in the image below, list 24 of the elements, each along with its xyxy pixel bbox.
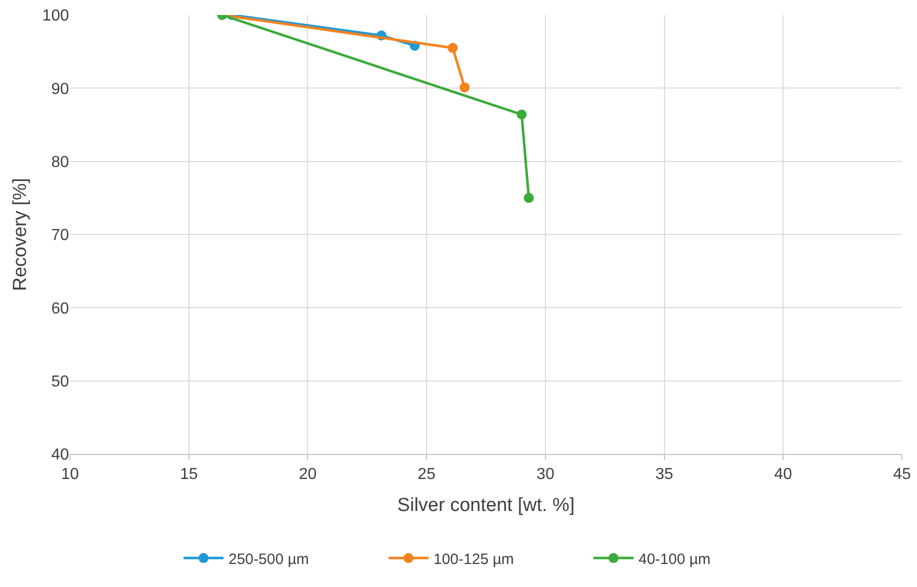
x-tick-label: 15 <box>180 466 198 484</box>
legend-label: 40-100 µm <box>638 550 711 568</box>
x-tick-label: 30 <box>536 466 554 484</box>
y-tick-label: 90 <box>51 80 70 98</box>
legend-label: 250-500 µm <box>228 550 309 568</box>
x-tick-label: 25 <box>418 466 436 484</box>
point <box>524 192 534 203</box>
x-tick-label: 40 <box>774 466 792 484</box>
y-tick-label: 60 <box>51 300 70 318</box>
y-tick-label: 50 <box>51 373 70 390</box>
y-tick-label: 70 <box>51 227 70 244</box>
x-tick-label: 20 <box>298 466 317 484</box>
x-tick-label: 10 <box>61 466 79 484</box>
point <box>448 42 458 53</box>
legend-label: 100-125 µm <box>434 550 514 568</box>
x-tick-label: 35 <box>655 466 674 484</box>
y-tick-label: 80 <box>51 154 70 171</box>
point <box>460 82 470 92</box>
y-axis-title: Recovery [%] <box>10 178 32 291</box>
y-tick-label: 40 <box>51 446 70 464</box>
x-axis-title: Silver content [wt. %] <box>397 495 575 516</box>
point <box>516 110 527 120</box>
y-tick-label: 100 <box>42 8 70 25</box>
x-tick-label: 45 <box>893 466 911 484</box>
